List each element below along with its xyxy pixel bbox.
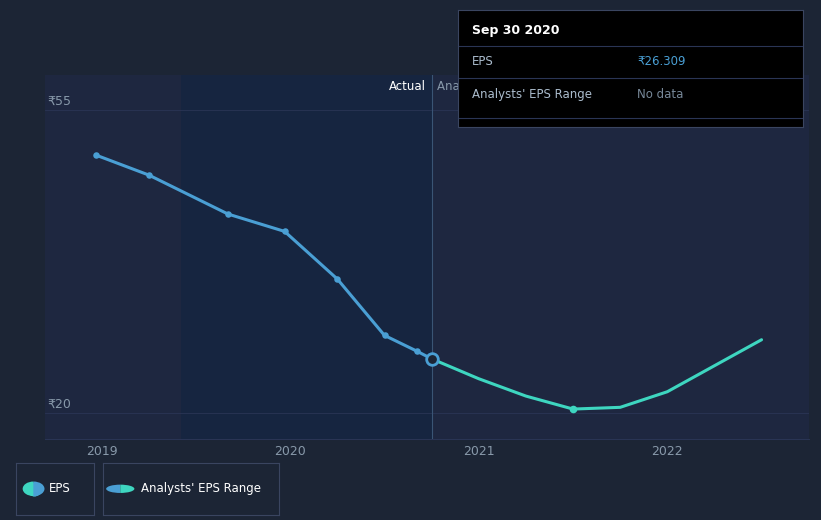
Point bbox=[278, 227, 291, 236]
Wedge shape bbox=[34, 482, 44, 496]
Point bbox=[331, 275, 344, 283]
Point bbox=[410, 347, 423, 355]
Text: ₹20: ₹20 bbox=[47, 398, 71, 411]
Text: EPS: EPS bbox=[472, 55, 493, 68]
Text: ₹55: ₹55 bbox=[47, 95, 71, 108]
Point bbox=[89, 151, 103, 159]
Text: EPS: EPS bbox=[49, 483, 71, 495]
Point bbox=[27, 485, 40, 493]
Point bbox=[566, 405, 580, 413]
Point bbox=[425, 355, 438, 363]
Wedge shape bbox=[121, 485, 135, 493]
Point bbox=[142, 171, 155, 179]
Point bbox=[27, 485, 40, 493]
Text: Analysts' EPS Range: Analysts' EPS Range bbox=[472, 87, 592, 101]
Text: Actual: Actual bbox=[389, 80, 426, 93]
Text: ₹26.309: ₹26.309 bbox=[637, 55, 686, 68]
Text: Analysts Forecasts: Analysts Forecasts bbox=[438, 80, 547, 93]
Text: Analysts' EPS Range: Analysts' EPS Range bbox=[141, 483, 261, 495]
Bar bbox=[181, 75, 432, 439]
Text: Sep 30 2020: Sep 30 2020 bbox=[472, 24, 559, 37]
Point bbox=[378, 331, 391, 340]
Point bbox=[222, 210, 235, 218]
Text: No data: No data bbox=[637, 87, 684, 101]
Wedge shape bbox=[23, 482, 34, 496]
Wedge shape bbox=[106, 485, 121, 493]
